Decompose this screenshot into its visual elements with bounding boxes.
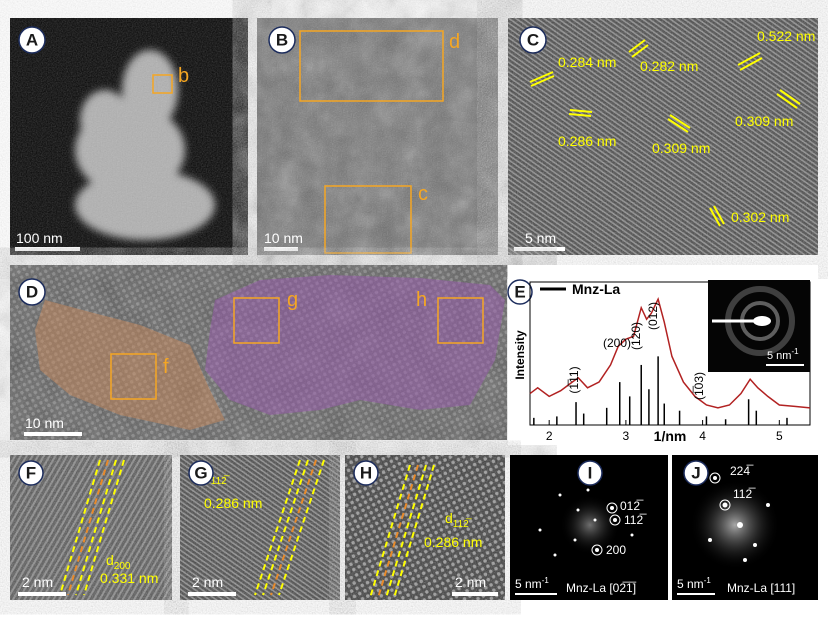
- scale-bar-label: 5 nm-1: [515, 576, 549, 591]
- scale-value: 5 nm: [767, 350, 791, 362]
- panel-label: E: [514, 283, 525, 302]
- inset: [708, 280, 810, 372]
- d-spacing: 0.286 nm: [424, 534, 482, 550]
- peak-label: (012): [646, 302, 660, 330]
- panel-b: d c 10 nm B: [257, 18, 498, 255]
- peak-label: (1̅11): [567, 366, 581, 393]
- d-index: 112̅: [211, 475, 230, 487]
- scale-exponent: -1: [542, 576, 550, 585]
- panel-j: 224̅ 112̅ 5 nm-1 Mnz-La [111] J: [672, 455, 818, 600]
- panel-label: J: [691, 464, 700, 483]
- box-label: b: [178, 65, 189, 87]
- scale-bar-label: 2 nm: [192, 574, 223, 590]
- d-spacing: 0.286 nm: [204, 495, 262, 511]
- scale-exponent: -1: [704, 576, 712, 585]
- panel-label: B: [276, 31, 288, 50]
- panel-f: d200 0.331 nm 2 nm F: [10, 455, 172, 600]
- intensity-curve: [529, 297, 811, 409]
- panel-c: 0.284 nm 0.282 nm 0.522 nm 0.286 nm 0.30…: [508, 18, 818, 255]
- x-tick-label: 4: [699, 429, 706, 443]
- d-symbol: d: [445, 510, 453, 526]
- box-label: g: [287, 289, 298, 311]
- spot-index: 112̅: [733, 487, 756, 501]
- scale-value: 5 nm: [515, 577, 542, 591]
- spot-index: 112̅: [624, 513, 647, 527]
- panel-d: g h f 10 nm D: [10, 265, 507, 440]
- panel-label: I: [588, 464, 593, 483]
- d-spacing: 0.284 nm: [558, 54, 616, 70]
- panel-label: D: [26, 283, 38, 302]
- d-spacing: 0.286 nm: [558, 133, 616, 149]
- scale-bar-label: 5 nm: [525, 230, 556, 246]
- d-spacing: 0.282 nm: [640, 58, 698, 74]
- d-spacing: 0.309 nm: [652, 140, 710, 156]
- spot-index: 200: [606, 543, 626, 557]
- d-label: d112̅: [445, 510, 472, 530]
- box-label: d: [449, 31, 460, 53]
- panel-e: E 5 nm-1 2 3 4 5 1/nm Intensity Mnz-La (1̅11) (20…: [507, 265, 818, 445]
- x-tick-label: 3: [623, 429, 630, 443]
- x-tick-label: 5: [776, 429, 783, 443]
- zone-axis: Mnz-La [111]: [727, 581, 795, 595]
- d-label: d200: [106, 552, 131, 572]
- panel-label: A: [26, 31, 38, 50]
- scale-bar-label: 100 nm: [16, 230, 63, 246]
- box-label: h: [416, 289, 427, 311]
- y-axis-label: Intensity: [513, 330, 527, 380]
- panel-g: d112̅ 0.286 nm 2 nm G: [180, 455, 340, 600]
- panel-label: C: [527, 31, 539, 50]
- inset-scale-label: 5 nm-1: [767, 347, 799, 362]
- spot-index: 012̅: [620, 499, 644, 513]
- scale-value: 5 nm: [677, 577, 704, 591]
- d-spacing: 0.522 nm: [757, 28, 815, 44]
- d-spacing: 0.302 nm: [731, 209, 789, 225]
- d-spacing: 0.309 nm: [735, 113, 793, 129]
- peak-label: (200): [603, 336, 631, 350]
- spot-index: 224̅: [730, 464, 754, 478]
- scale-bar-label: 10 nm: [25, 415, 64, 431]
- scale-bar-label: 5 nm-1: [677, 576, 711, 591]
- panel-label: F: [26, 464, 36, 483]
- legend-label: Mnz-La: [572, 281, 620, 297]
- x-tick-label: 2: [546, 429, 553, 443]
- box-label: f: [163, 356, 169, 378]
- d-index: 112̅: [453, 518, 472, 530]
- scale-bar-label: 2 nm: [455, 574, 486, 590]
- peak-label: (1̅03): [692, 372, 706, 400]
- zone-axis: Mnz-La [02̅1̅]: [566, 581, 637, 595]
- d-index: 200: [114, 561, 131, 572]
- panel-i: 012̅ 112̅ 200 5 nm-1 Mnz-La [02̅1̅] I: [510, 455, 668, 600]
- beam-center: [753, 316, 771, 326]
- panel-h: d112̅ 0.286 nm 2 nm H: [345, 455, 505, 600]
- x-axis-label: 1/nm: [654, 428, 687, 444]
- panel-a: b 100 nm A: [10, 18, 248, 255]
- panel-label: H: [360, 464, 372, 483]
- peak-label: (120): [629, 322, 643, 350]
- d-spacing: 0.331 nm: [100, 570, 158, 586]
- box-label: c: [418, 183, 428, 205]
- scale-exponent: -1: [791, 347, 799, 356]
- scale-bar-label: 2 nm: [22, 574, 53, 590]
- scale-bar-label: 10 nm: [264, 230, 303, 246]
- d-symbol: d: [106, 552, 114, 568]
- panel-label: G: [194, 464, 207, 483]
